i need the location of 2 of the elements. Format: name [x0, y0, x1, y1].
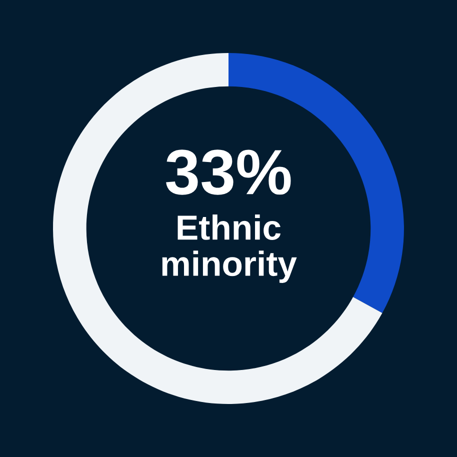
data-label: 33%	[166, 150, 291, 195]
slice-label: Ethnic minority	[162, 214, 297, 283]
